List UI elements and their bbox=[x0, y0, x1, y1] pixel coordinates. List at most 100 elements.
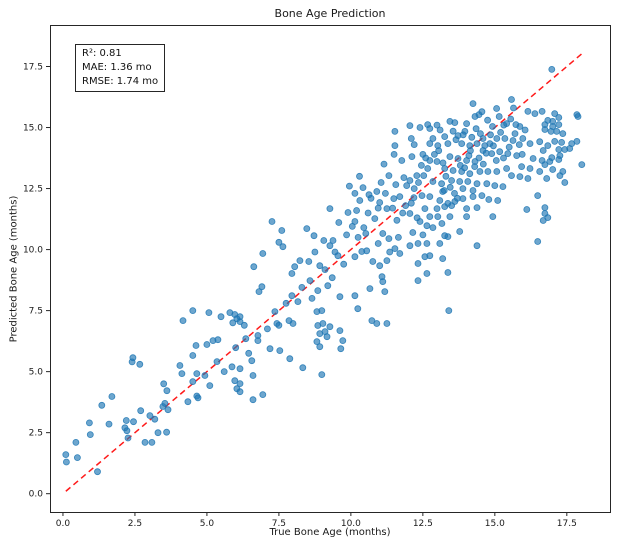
scatter-point bbox=[561, 179, 569, 186]
scatter-point bbox=[306, 277, 314, 285]
scatter-point bbox=[476, 130, 484, 138]
scatter-point bbox=[446, 213, 454, 221]
scatter-point bbox=[439, 159, 447, 167]
scatter-point bbox=[258, 283, 266, 291]
scatter-point bbox=[473, 204, 481, 212]
scatter-point bbox=[353, 207, 361, 214]
stat-r2: R²: 0.81 bbox=[82, 48, 122, 59]
scatter-point bbox=[329, 237, 337, 244]
scatter-point bbox=[489, 213, 497, 221]
scatter-point bbox=[496, 148, 504, 156]
scatter-point bbox=[483, 180, 491, 188]
scatter-point bbox=[444, 233, 452, 241]
scatter-point bbox=[160, 380, 168, 388]
scatter-point bbox=[415, 179, 422, 186]
scatter-point bbox=[193, 370, 201, 378]
scatter-point bbox=[373, 188, 381, 195]
scatter-point bbox=[299, 364, 307, 372]
scatter-point bbox=[559, 130, 567, 138]
scatter-point bbox=[310, 232, 318, 240]
scatter-point bbox=[263, 325, 271, 333]
scatter-point bbox=[385, 235, 393, 243]
scatter-point bbox=[504, 150, 512, 158]
scatter-point bbox=[335, 219, 343, 226]
scatter-point bbox=[494, 197, 502, 204]
scatter-point bbox=[374, 204, 382, 212]
chart-title: Bone Age Prediction bbox=[274, 7, 386, 20]
scatter-point bbox=[305, 258, 313, 265]
scatter-point bbox=[529, 155, 537, 162]
y-tick-label: 5.0 bbox=[29, 368, 44, 378]
scatter-point bbox=[396, 193, 404, 201]
scatter-point bbox=[178, 370, 186, 378]
scatter-point bbox=[324, 282, 332, 290]
scatter-point bbox=[501, 135, 509, 142]
scatter-point bbox=[359, 184, 367, 192]
scatter-point bbox=[348, 222, 356, 230]
scatter-point bbox=[536, 138, 544, 146]
scatter-point bbox=[137, 407, 145, 415]
scatter-point bbox=[360, 224, 368, 232]
scatter-point bbox=[271, 308, 279, 316]
scatter-point bbox=[513, 152, 521, 160]
scatter-point bbox=[344, 209, 352, 216]
scatter-point bbox=[574, 113, 582, 120]
x-tick-label: 0.0 bbox=[56, 519, 71, 529]
scatter-point bbox=[206, 382, 214, 390]
scatter-point bbox=[436, 126, 444, 134]
x-tick-label: 15.0 bbox=[485, 519, 505, 529]
scatter-point bbox=[492, 157, 500, 164]
scatter-point bbox=[98, 401, 106, 409]
scatter-point bbox=[72, 438, 80, 446]
scatter-point bbox=[184, 398, 192, 406]
scatter-point bbox=[464, 178, 472, 185]
scatter-point bbox=[497, 128, 505, 136]
scatter-point bbox=[544, 214, 552, 222]
scatter-point bbox=[446, 183, 454, 191]
scatter-point bbox=[351, 189, 359, 197]
scatter-point bbox=[441, 203, 449, 211]
scatter-point bbox=[556, 152, 564, 160]
scatter-point bbox=[374, 240, 382, 247]
scatter-point bbox=[423, 240, 431, 247]
scatter-point bbox=[314, 287, 322, 295]
scatter-point bbox=[420, 172, 428, 180]
scatter-point bbox=[394, 233, 402, 241]
scatter-point bbox=[231, 377, 239, 385]
scatter-point bbox=[320, 237, 328, 244]
scatter-point bbox=[541, 126, 549, 133]
scatter-point bbox=[536, 168, 544, 175]
scatter-point bbox=[452, 136, 460, 144]
scatter-point bbox=[436, 197, 444, 204]
scatter-point bbox=[316, 343, 324, 351]
scatter-point bbox=[331, 248, 339, 256]
scatter-point bbox=[487, 131, 494, 139]
scatter-point bbox=[451, 119, 459, 126]
x-tick-label: 12.5 bbox=[413, 519, 433, 529]
scatter-point bbox=[409, 229, 417, 236]
scatter-point bbox=[406, 122, 414, 129]
scatter-point bbox=[476, 168, 484, 175]
y-tick-label: 12.5 bbox=[23, 185, 43, 195]
scatter-point bbox=[189, 307, 197, 315]
scatter-point bbox=[463, 205, 471, 213]
scatter-point bbox=[429, 135, 437, 142]
y-tick-label: 15.0 bbox=[23, 124, 43, 134]
scatter-point bbox=[493, 105, 501, 112]
scatter-point bbox=[193, 392, 201, 400]
scatter-point bbox=[345, 182, 353, 190]
scatter-point bbox=[448, 202, 456, 210]
scatter-point bbox=[203, 341, 211, 348]
scatter-point bbox=[555, 121, 563, 128]
scatter-point bbox=[469, 193, 477, 201]
scatter-point bbox=[484, 116, 492, 124]
scatter-point bbox=[250, 263, 258, 271]
x-tick-label: 10.0 bbox=[341, 519, 361, 529]
scatter-point bbox=[438, 180, 446, 188]
scatter-point bbox=[282, 299, 290, 307]
scatter-point bbox=[426, 252, 434, 260]
scatter-point bbox=[376, 199, 384, 206]
scatter-point bbox=[459, 185, 467, 193]
scatter-point bbox=[354, 233, 362, 241]
